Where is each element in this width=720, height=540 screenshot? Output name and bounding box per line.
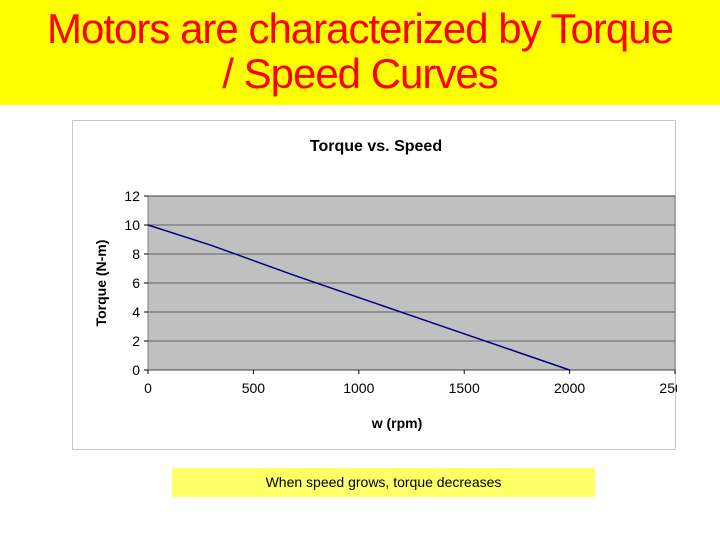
y-tick-label: 10 — [124, 217, 140, 233]
torque-speed-chart: 0 2 4 6 8 10 12 0 500 1000 1500 2000 2500 Torque vs… — [93, 138, 677, 431]
y-tick-label: 0 — [132, 362, 140, 378]
y-tick-label: 6 — [132, 275, 140, 291]
slide-title-line1: Motors are characterized by Torque — [47, 5, 674, 52]
caption-box: When speed grows, torque decreases — [172, 468, 595, 497]
series-line — [147, 224, 570, 371]
x-tick-label: 1000 — [343, 380, 374, 396]
x-tick-label: 1500 — [449, 380, 480, 396]
y-tick-label: 8 — [132, 246, 140, 262]
x-axis-label: w (rpm) — [371, 415, 423, 431]
caption-text: When speed grows, torque decreases — [265, 474, 502, 490]
y-tick-label: 4 — [132, 304, 140, 320]
x-tick-label: 500 — [242, 380, 266, 396]
x-tick-label: 0 — [144, 380, 152, 396]
title-banner: Motors are characterized by Torque / Spe… — [0, 0, 720, 105]
chart-title: Torque vs. Speed — [310, 138, 442, 155]
y-tick-label: 2 — [132, 333, 140, 349]
slide-title-line2: / Speed Curves — [222, 50, 499, 97]
chart-frame: 0 2 4 6 8 10 12 0 500 1000 1500 2000 2500 Torque vs… — [72, 120, 677, 450]
x-tick-label: 2000 — [554, 380, 585, 396]
y-axis-label: Torque (N-m) — [93, 240, 109, 327]
x-tick-label: 2500 — [659, 380, 677, 396]
y-tick-label: 12 — [124, 188, 140, 204]
